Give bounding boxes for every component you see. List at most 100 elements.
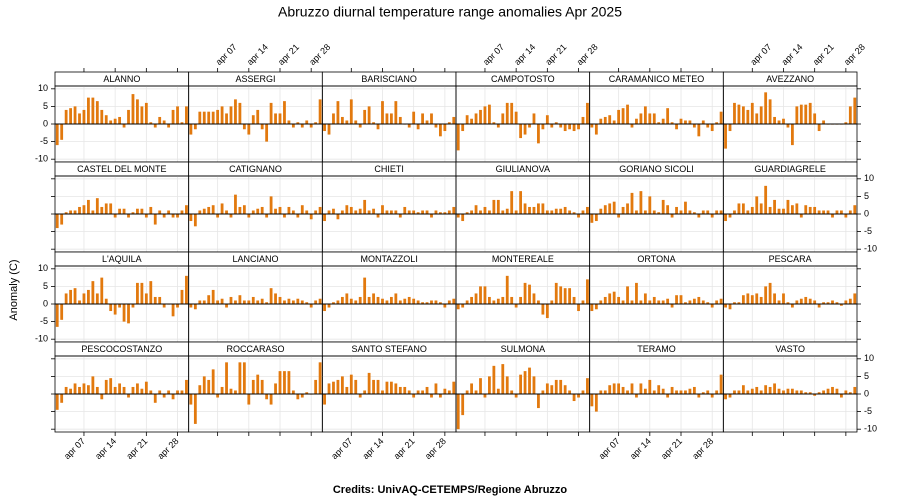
y-tick-label: -10 xyxy=(864,244,877,254)
bar xyxy=(648,113,652,124)
panel-title: TERAMO xyxy=(637,344,676,354)
bar xyxy=(60,394,64,403)
y-tick-label: 0 xyxy=(43,118,48,128)
bar xyxy=(554,208,558,214)
bar xyxy=(367,372,371,394)
bar xyxy=(617,296,621,304)
bar xyxy=(701,300,705,304)
bar xyxy=(612,383,616,394)
bar xyxy=(799,104,803,124)
x-tick-label: apr 21 xyxy=(276,42,301,67)
bar xyxy=(167,210,171,214)
bar xyxy=(532,113,536,124)
bar xyxy=(594,214,598,222)
bar xyxy=(349,206,353,214)
bar xyxy=(728,214,732,218)
bar xyxy=(501,364,505,394)
bar xyxy=(287,298,291,304)
bar xyxy=(211,205,215,214)
bar xyxy=(581,300,585,304)
bar xyxy=(296,394,300,400)
bar xyxy=(367,106,371,124)
bar xyxy=(452,206,456,214)
bar xyxy=(608,385,612,394)
bar xyxy=(675,206,678,214)
bar xyxy=(247,394,251,405)
y-tick-label: 10 xyxy=(864,173,874,183)
bar xyxy=(260,298,264,304)
bar xyxy=(510,191,514,214)
bar xyxy=(323,124,326,132)
bar xyxy=(848,210,852,214)
bar xyxy=(336,214,340,220)
bar xyxy=(465,390,469,394)
bar xyxy=(385,210,389,214)
bar xyxy=(684,302,687,304)
bar xyxy=(443,388,447,394)
bar xyxy=(158,390,162,394)
bar xyxy=(652,296,656,304)
bar xyxy=(590,214,594,223)
bar xyxy=(528,206,531,214)
bar xyxy=(759,390,763,394)
bar xyxy=(416,124,420,130)
panel-title: LANCIANO xyxy=(232,254,278,264)
bar xyxy=(127,394,130,398)
x-tick-label: apr 28 xyxy=(575,42,600,67)
bar xyxy=(64,293,68,304)
bar xyxy=(456,214,460,218)
bar xyxy=(340,296,344,304)
bar xyxy=(278,371,282,394)
bar xyxy=(167,124,171,128)
bar xyxy=(523,124,527,135)
bar xyxy=(131,212,135,214)
bar xyxy=(545,115,549,124)
bar xyxy=(777,388,781,394)
bar xyxy=(95,198,99,214)
bar xyxy=(648,196,652,214)
x-tick-label: apr 21 xyxy=(543,42,568,67)
bar xyxy=(247,214,251,218)
bar xyxy=(679,118,683,124)
y-tick-label: -10 xyxy=(35,154,48,164)
bar xyxy=(193,214,197,227)
bar xyxy=(688,300,692,304)
x-tick-label: apr 14 xyxy=(360,436,385,461)
bar xyxy=(144,293,148,304)
bar xyxy=(354,210,358,214)
bar xyxy=(492,122,496,124)
bar xyxy=(612,291,616,304)
bar xyxy=(144,214,148,218)
bar xyxy=(755,113,759,124)
bar xyxy=(479,286,482,304)
bar xyxy=(768,99,772,124)
bar xyxy=(104,115,108,124)
bar xyxy=(91,376,95,394)
bar xyxy=(69,388,72,394)
bar xyxy=(505,102,509,124)
bar xyxy=(550,300,554,304)
bar xyxy=(782,208,785,214)
bar xyxy=(657,122,661,124)
bar xyxy=(73,288,77,304)
bar xyxy=(394,293,398,304)
bar xyxy=(488,296,491,304)
bar xyxy=(225,210,228,214)
bar xyxy=(630,383,634,394)
bar xyxy=(136,282,139,304)
bar xyxy=(439,302,442,304)
bar xyxy=(733,102,736,124)
bar xyxy=(283,300,286,304)
bar xyxy=(176,304,179,308)
bar xyxy=(844,300,848,304)
bar xyxy=(251,115,255,124)
bar xyxy=(621,386,625,394)
panel-title: SANTO STEFANO xyxy=(351,344,426,354)
bar xyxy=(220,386,224,394)
bar xyxy=(581,210,585,214)
bar xyxy=(661,388,665,394)
bar xyxy=(541,304,545,315)
bar xyxy=(64,212,68,214)
bar xyxy=(318,206,322,214)
